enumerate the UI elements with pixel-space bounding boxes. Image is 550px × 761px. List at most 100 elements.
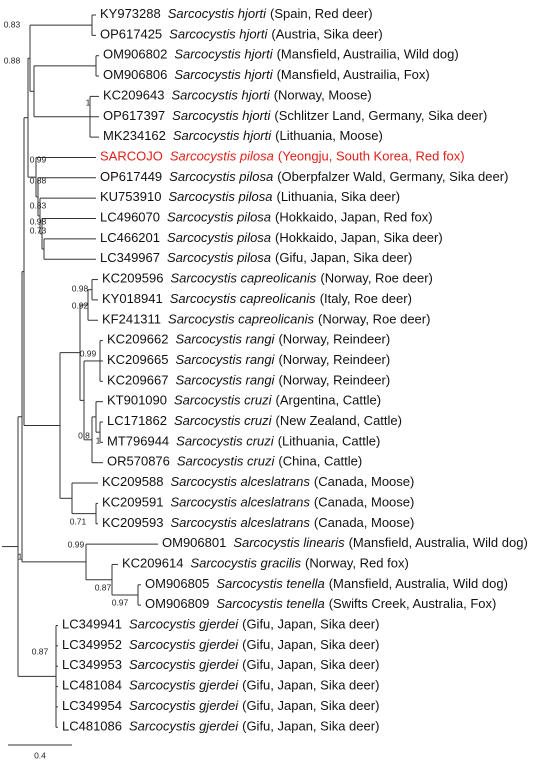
support-value: 0.98: [72, 283, 89, 293]
host-info: (Norway, Reindeer): [278, 352, 390, 367]
leaf-label: MT796944 Sarcocystis cruzi (Lithuania, Cat…: [107, 434, 380, 449]
accession: MT796944: [107, 434, 169, 449]
species: Sarcocystis pilosa: [167, 251, 271, 266]
host-info: (Norway, Roe deer): [318, 312, 430, 327]
accession: KC209643: [103, 88, 164, 103]
accession: KY973288: [100, 6, 161, 21]
leaf-label: OP617449 Sarcocystis pilosa (Oberpfalzer W…: [100, 169, 508, 184]
host-info: (Gifu, Japan, Sika deer): [242, 637, 379, 652]
host-info: (Mansfield, Australia, Wild dog): [329, 576, 508, 591]
species: Sarcocystis cruzi: [174, 393, 273, 408]
host-info: (Hokkaido, Japan, Red fox): [275, 210, 433, 225]
support-value: 0.71: [70, 516, 87, 526]
support-value: 0.87: [95, 582, 112, 592]
accession: LC349953: [62, 658, 122, 673]
accession: OP617397: [103, 108, 165, 123]
leaf-label: KU753910 Sarcocystis pilosa (Lithuania, Si…: [100, 190, 400, 205]
accession: KF241311: [102, 312, 161, 327]
species: Sarcocystis gjerdei: [129, 617, 239, 632]
accession: OR570876: [107, 454, 170, 469]
leaf-label: OM906805 Sarcocystis tenella (Mansfield, A…: [145, 576, 508, 591]
host-info: (Gifu, Japan, Sika deer): [242, 698, 379, 713]
host-info: (Austria, Sika deer): [271, 27, 382, 42]
support-value: 0.92: [72, 300, 89, 310]
host-info: (Hokkaido, Japan, Sika deer): [275, 230, 443, 245]
leaf-label: KC209643 Sarcocystis hjorti (Norway, Moose…: [103, 88, 372, 103]
accession: LC171862: [107, 413, 167, 428]
support-value: 0.98: [30, 216, 47, 226]
leaf-label: LC481086 Sarcocystis gjerdei (Gifu, Japan,…: [62, 719, 379, 734]
leaf-label: KC209614 Sarcocystis gracilis (Norway, Red…: [122, 556, 409, 571]
leaf-label: KC209662 Sarcocystis rangi (Norway, Reinde…: [107, 332, 390, 347]
host-info: (Lithuania, Cattle): [278, 434, 381, 449]
leaf-label: LC481084 Sarcocystis gjerdei (Gifu, Japan,…: [62, 678, 379, 693]
species: Sarcocystis gjerdei: [129, 658, 239, 673]
host-info: (Mansfield, Austrailia, Wild dog): [277, 47, 459, 62]
leaf-label: SARCOJO Sarcocystis pilosa (Yeongju, South…: [100, 149, 465, 164]
accession: LC349952: [62, 637, 122, 652]
leaf-label: OM906801 Sarcocystis linearis (Mansfield, …: [162, 536, 528, 551]
leaf-label: KC209665 Sarcocystis rangi (Norway, Reinde…: [107, 352, 390, 367]
host-info: (Norway, Red fox): [305, 556, 409, 571]
species: Sarcocystis pilosa: [167, 210, 271, 225]
leaf-label: KY973288 Sarcocystis hjorti (Spain, Red de…: [100, 6, 373, 21]
accession: OM906802: [103, 47, 167, 62]
support-value: 0.83: [4, 19, 21, 29]
accession: SARCOJO: [100, 149, 163, 164]
accession: KY018941: [102, 291, 163, 306]
accession: KC209591: [102, 495, 163, 510]
accession: OM906801: [162, 536, 226, 551]
support-value: 0.73: [30, 225, 47, 235]
host-info: (Lithuania, Moose): [275, 129, 383, 144]
host-info: (Gifu, Japan, Sika deer): [242, 678, 379, 693]
host-info: (Norway, Reindeer): [278, 373, 390, 388]
host-info: (Oberpfalzer Wald, Germany, Sika deer): [277, 169, 508, 184]
accession: OM906805: [145, 576, 209, 591]
host-info: (Gifu, Japan, Sika deer): [242, 658, 379, 673]
leaf-label: KC209596 Sarcocystis capreolicanis (Norway…: [102, 271, 433, 286]
leaf-label: LC349953 Sarcocystis gjerdei (Gifu, Japan,…: [62, 658, 379, 673]
species: Sarcocystis alceslatrans: [170, 495, 310, 510]
support-value: 0.97: [112, 597, 129, 607]
leaf-label: KT901090 Sarcocystis cruzi (Argentina, Cat…: [107, 393, 381, 408]
accession: LC481086: [62, 719, 122, 734]
host-info: (Gifu, Japan, Sika deer): [242, 719, 379, 734]
host-info: (Norway, Roe deer): [320, 271, 432, 286]
host-info: (Mansfield, Austrailia, Fox): [277, 67, 430, 82]
species: Sarcocystis hjorti: [171, 88, 270, 103]
accession: LC466201: [100, 230, 160, 245]
species: Sarcocystis cruzi: [174, 413, 273, 428]
species: Sarcocystis linearis: [233, 536, 345, 551]
accession: KC209588: [102, 474, 163, 489]
host-info: (New Zealand, Cattle): [276, 413, 402, 428]
species: Sarcocystis alceslatrans: [170, 474, 310, 489]
leaf-label: LC466201 Sarcocystis pilosa (Hokkaido, Jap…: [100, 230, 443, 245]
support-value: 0.99: [30, 154, 47, 164]
species: Sarcocystis hjorti: [174, 67, 273, 82]
support-value: 0.88: [4, 55, 21, 65]
species: Sarcocystis gracilis: [190, 556, 301, 571]
support-value: 0.83: [30, 200, 47, 210]
accession: OP617425: [100, 27, 162, 42]
leaf-label: OM906806 Sarcocystis hjorti (Mansfield, Au…: [103, 67, 430, 82]
species: Sarcocystis alceslatrans: [170, 515, 310, 530]
species: Sarcocystis cruzi: [176, 434, 275, 449]
species: Sarcocystis hjorti: [174, 47, 273, 62]
species: Sarcocystis tenella: [216, 597, 324, 612]
species: Sarcocystis hjorti: [173, 129, 272, 144]
species: Sarcocystis gjerdei: [129, 637, 239, 652]
species: Sarcocystis cruzi: [177, 454, 276, 469]
support-value: 0.88: [30, 175, 47, 185]
host-info: (Canada, Moose): [314, 474, 414, 489]
accession: KC209614: [122, 556, 183, 571]
leaf-label: OM906802 Sarcocystis hjorti (Mansfield, Au…: [103, 47, 459, 62]
accession: OP617449: [100, 169, 162, 184]
host-info: (Schlitzer Land, Germany, Sika deer): [274, 108, 487, 123]
support-value: 1: [86, 97, 91, 107]
leaf-label: OM906809 Sarcocystis tenella (Swifts Creek…: [145, 597, 496, 612]
host-info: (Canada, Moose): [314, 515, 414, 530]
species: Sarcocystis rangi: [175, 332, 275, 347]
species: Sarcocystis gjerdei: [129, 698, 239, 713]
host-info: (Italy, Roe deer): [320, 291, 412, 306]
